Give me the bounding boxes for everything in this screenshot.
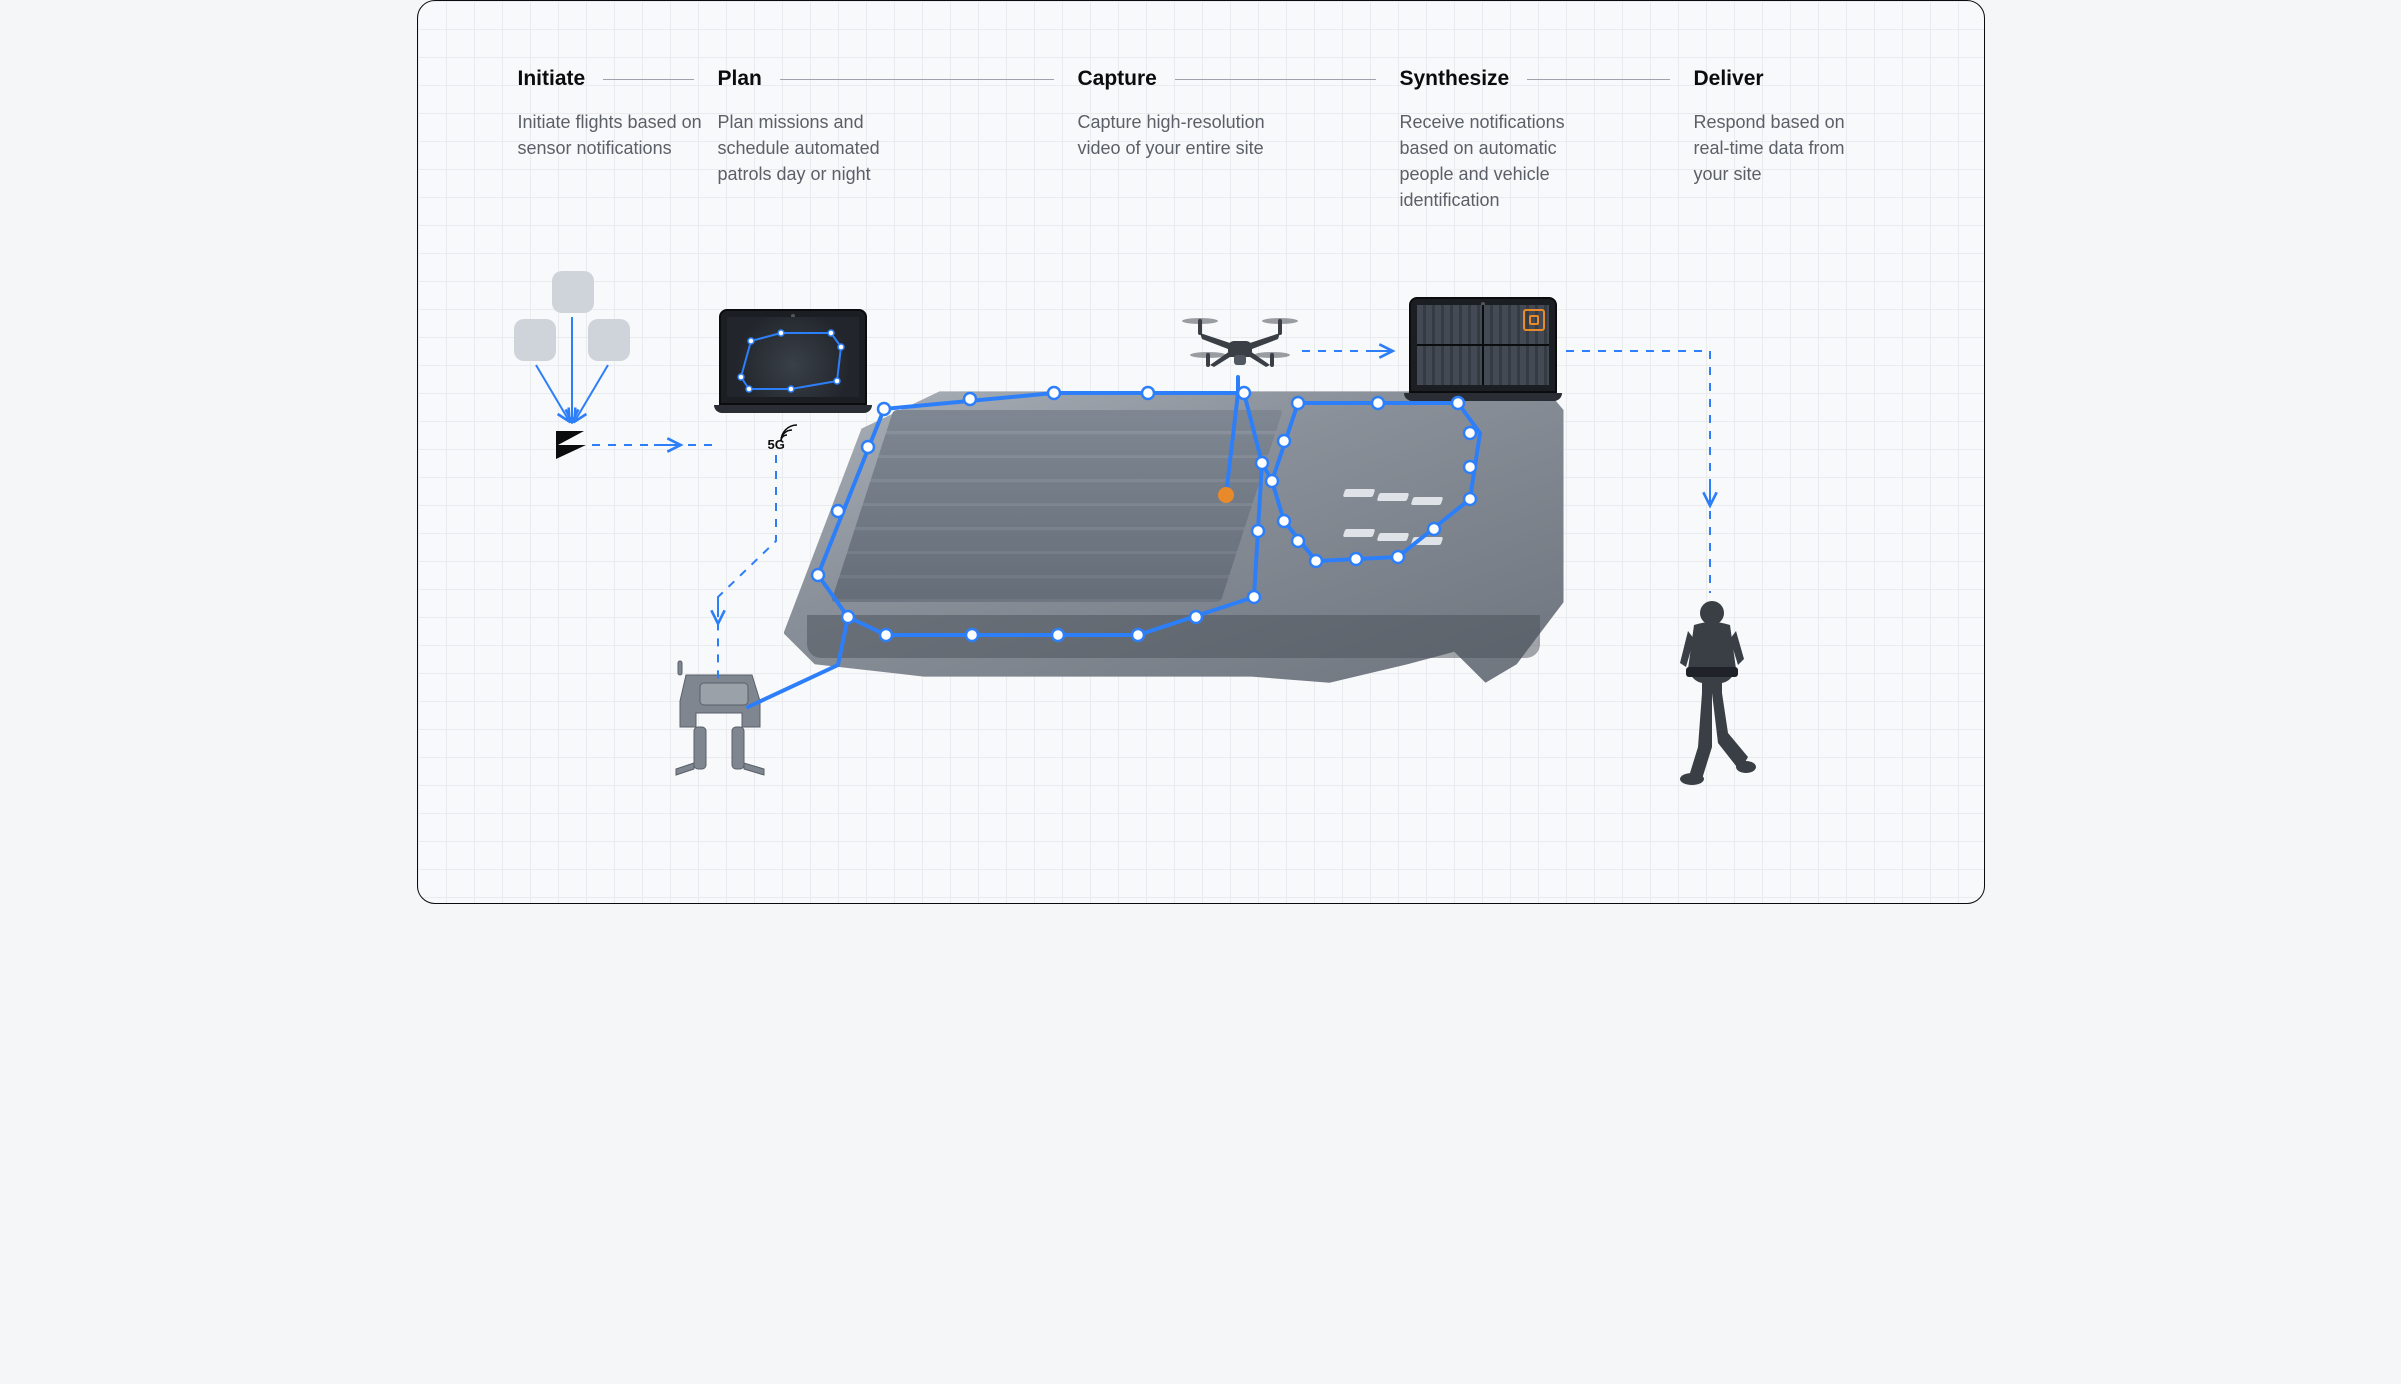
step-initiate: Initiate Initiate flights based on senso… (518, 67, 718, 213)
step-capture: Capture Capture high-resolution video of… (1078, 67, 1400, 213)
step-desc: Receive notifications based on automatic… (1400, 109, 1610, 213)
step-rule (603, 79, 693, 80)
step-desc: Respond based on real-time data from you… (1694, 109, 1864, 187)
sensor-icon (552, 271, 594, 313)
steps-row: Initiate Initiate flights based on senso… (418, 67, 1984, 213)
infographic-canvas: Initiate Initiate flights based on senso… (417, 0, 1985, 904)
step-rule (780, 79, 1054, 80)
sensor-icon (588, 319, 630, 361)
step-desc: Initiate flights based on sensor notific… (518, 109, 718, 161)
step-plan: Plan Plan missions and schedule automate… (718, 67, 1078, 213)
step-deliver: Deliver Respond based on real-time data … (1694, 67, 1864, 213)
site-aerial-icon (784, 379, 1564, 689)
step-title: Deliver (1694, 67, 1764, 91)
step-title: Synthesize (1400, 67, 1510, 91)
synth-laptop-icon (1404, 297, 1562, 401)
step-title: Plan (718, 67, 762, 91)
logo-icon (554, 427, 588, 461)
security-guard-icon (1662, 597, 1762, 787)
detection-highlight-icon (1523, 309, 1545, 331)
drone-icon (1180, 309, 1300, 379)
dock-icon (672, 657, 772, 777)
step-rule (1527, 79, 1669, 80)
step-rule (1175, 79, 1376, 80)
fiveg-label: 5G (768, 437, 785, 452)
step-title: Capture (1078, 67, 1157, 91)
step-desc: Plan missions and schedule automated pat… (718, 109, 928, 187)
sensor-icon (514, 319, 556, 361)
step-title: Initiate (518, 67, 586, 91)
step-desc: Capture high-resolution video of your en… (1078, 109, 1288, 161)
step-synthesize: Synthesize Receive notifications based o… (1400, 67, 1694, 213)
